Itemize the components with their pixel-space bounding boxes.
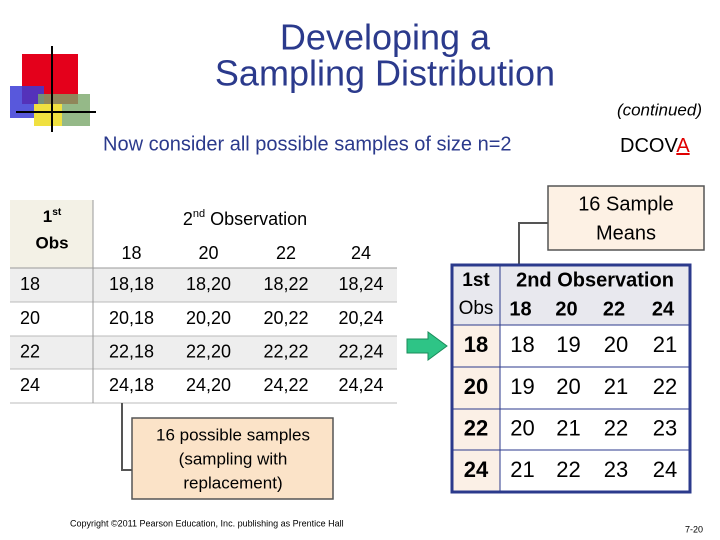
- corner-label: 1st: [43, 207, 62, 227]
- cell: 24: [653, 457, 677, 482]
- continued: (continued): [617, 100, 702, 119]
- cell: 18: [510, 332, 534, 357]
- callout-text: 16 Sample: [578, 193, 674, 215]
- column-label: 20: [555, 298, 577, 320]
- cell-bg: [93, 200, 397, 268]
- subtitle: Now consider all possible samples of siz…: [103, 133, 512, 155]
- corner-label: 1st: [462, 270, 490, 291]
- cell-bg: [452, 265, 690, 325]
- cell: 24,18: [109, 375, 154, 395]
- logo: DCOVA: [620, 135, 690, 157]
- cell-bg: [450, 263, 692, 494]
- cell: 22,24: [338, 341, 383, 361]
- cell: 21: [556, 415, 580, 440]
- column-label: 24: [652, 298, 675, 320]
- arrow: [406, 331, 448, 361]
- cell: 19: [556, 332, 580, 357]
- cell-bg: [500, 409, 690, 450]
- row-label: 24: [20, 375, 40, 395]
- row-label: 18: [20, 274, 40, 294]
- callout-text: 16 possible samples: [156, 425, 310, 444]
- cell: 22,22: [263, 341, 308, 361]
- cell: 23: [604, 457, 628, 482]
- cell-bg: [10, 369, 397, 403]
- cell: 20: [604, 332, 628, 357]
- logo-main: DCOV: [620, 135, 678, 157]
- cell-bg: [547, 185, 705, 251]
- cell: 20: [556, 374, 580, 399]
- column-label: 22: [603, 298, 625, 320]
- tables: 1st Obs 2nd Observation 18 20 22 24 18 18,18 18,20…: [10, 185, 705, 500]
- cell-bg: [452, 325, 500, 367]
- cell: 22: [653, 374, 677, 399]
- logo-highlight: A: [676, 135, 690, 157]
- cell: 22: [604, 415, 628, 440]
- cell: 18,22: [263, 274, 308, 294]
- header-label: 2nd Observation: [183, 208, 307, 229]
- row-label: 18: [464, 332, 488, 357]
- cell-bg: [500, 367, 690, 409]
- cell: 24,22: [263, 375, 308, 395]
- cell-bg: [500, 450, 690, 492]
- footer: Copyright ©2011 Pearson Education, Inc. …: [70, 518, 344, 528]
- callout-text: replacement): [183, 473, 282, 492]
- callout-text: Means: [596, 222, 656, 244]
- cell: 19: [510, 374, 534, 399]
- cell: 21: [510, 457, 534, 482]
- header-word: Observation: [210, 209, 307, 229]
- decoration: [10, 46, 96, 132]
- row-label: 22: [20, 341, 40, 361]
- row-label: 24: [464, 457, 489, 482]
- column-label: 20: [198, 243, 218, 263]
- connector: [518, 222, 548, 265]
- corner-label-suffix: st: [52, 207, 62, 218]
- column-label: 22: [276, 243, 296, 263]
- header-suffix: nd: [193, 208, 205, 220]
- cell: 20,22: [263, 308, 308, 328]
- column-label: 18: [509, 298, 531, 320]
- row-label: 22: [464, 415, 488, 440]
- column-label: 18: [121, 243, 141, 263]
- cell-bg: [452, 367, 500, 409]
- cell-bg: [10, 302, 397, 336]
- cell-bg: [10, 200, 93, 268]
- title: Developing a: [280, 17, 491, 58]
- cell: 20: [510, 415, 534, 440]
- cell-bg: [10, 268, 397, 302]
- header-label: 2nd Observation: [516, 269, 674, 291]
- row-label: 20: [20, 308, 40, 328]
- corner-label: Obs: [35, 233, 68, 252]
- cell: 18,20: [186, 274, 231, 294]
- cell: 18,18: [109, 274, 154, 294]
- cell: 20,24: [338, 308, 383, 328]
- callout-text: (sampling with: [179, 449, 288, 468]
- cell-bg: [10, 336, 397, 369]
- title: Sampling Distribution: [215, 53, 555, 94]
- cell-bg: [452, 450, 500, 492]
- header-ordinal: 2: [183, 209, 193, 229]
- cell-bg: [131, 417, 334, 500]
- cell-bg: [500, 325, 690, 367]
- cell: 22,18: [109, 341, 154, 361]
- cell: 24,20: [186, 375, 231, 395]
- page-number: 7-20: [685, 524, 703, 534]
- yellow-square: [34, 104, 62, 126]
- cell: 18,24: [338, 274, 383, 294]
- cell: 24,24: [338, 375, 383, 395]
- cell: 23: [653, 415, 677, 440]
- cell: 20,18: [109, 308, 154, 328]
- cell: 21: [604, 374, 628, 399]
- connector: [121, 403, 132, 471]
- cell: 21: [653, 332, 677, 357]
- cell: 22,20: [186, 341, 231, 361]
- cell: 20,20: [186, 308, 231, 328]
- cell: 22: [556, 457, 580, 482]
- column-label: 24: [351, 243, 371, 263]
- cell-bg: [452, 409, 500, 450]
- corner-label: Obs: [459, 298, 494, 319]
- row-label: 20: [464, 374, 488, 399]
- corner-label-ordinal: 1: [43, 207, 52, 226]
